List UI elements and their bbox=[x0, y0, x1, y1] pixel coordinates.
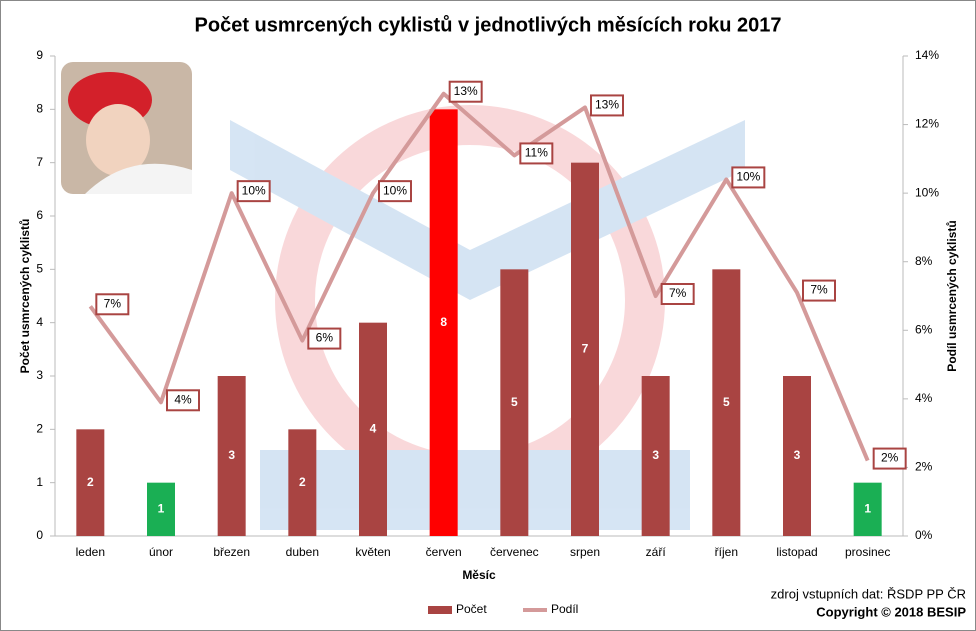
bar-value-label: 3 bbox=[794, 448, 801, 462]
x-tick-label: leden bbox=[76, 545, 105, 559]
line-value-label: 10% bbox=[242, 183, 266, 197]
data-label-box bbox=[660, 283, 695, 305]
line-value-label: 13% bbox=[454, 84, 478, 98]
legend-label: Počet bbox=[456, 602, 487, 616]
y-tick-label: 3 bbox=[36, 368, 43, 382]
y-tick-label: 7 bbox=[36, 155, 43, 169]
y-tick-label: 4 bbox=[36, 315, 43, 329]
y-tick-label: 1 bbox=[36, 475, 43, 489]
line-value-label: 10% bbox=[736, 170, 760, 184]
x-tick-label: srpen bbox=[570, 545, 600, 559]
bar-value-label: 7 bbox=[582, 342, 589, 356]
bar bbox=[147, 482, 175, 536]
x-tick-label: červenec bbox=[490, 545, 539, 559]
bar-value-label: 2 bbox=[87, 475, 94, 489]
x-tick-label: prosinec bbox=[845, 545, 890, 559]
data-label-box bbox=[166, 389, 200, 412]
line-value-label: 10% bbox=[383, 183, 407, 197]
data-label-box bbox=[872, 447, 907, 470]
y-tick-label: 8 bbox=[36, 102, 43, 116]
line-value-label: 7% bbox=[104, 296, 122, 310]
bar-value-label: 5 bbox=[511, 395, 518, 409]
y2-axis-title: Podíl usmrcených cyklistů bbox=[945, 220, 959, 371]
y-tick-label: 5 bbox=[36, 262, 43, 276]
x-tick-label: červen bbox=[426, 545, 462, 559]
line-value-label: 4% bbox=[174, 392, 192, 406]
bar bbox=[76, 429, 105, 536]
line-value-label: 7% bbox=[810, 283, 828, 297]
data-label-box bbox=[590, 94, 624, 117]
y-tick-label: 9 bbox=[36, 48, 43, 62]
legend-swatch bbox=[428, 606, 452, 614]
data-label-box bbox=[236, 180, 271, 203]
y2-tick-label: 6% bbox=[915, 322, 933, 336]
y2-tick-label: 10% bbox=[915, 185, 939, 199]
bar bbox=[217, 376, 246, 536]
x-axis-title: Měsíc bbox=[462, 568, 496, 582]
y-tick-label: 6 bbox=[36, 208, 43, 222]
bar bbox=[641, 376, 670, 536]
data-label-box bbox=[731, 166, 766, 189]
bar bbox=[783, 376, 811, 536]
data-label-box bbox=[802, 279, 836, 302]
bar-value-label: 8 bbox=[440, 315, 447, 329]
data-label-box bbox=[95, 293, 130, 316]
bar bbox=[853, 482, 882, 536]
y-tick-label: 0 bbox=[36, 528, 43, 542]
y2-tick-label: 14% bbox=[915, 48, 939, 62]
legend-label: Podíl bbox=[551, 602, 578, 616]
x-tick-label: září bbox=[646, 545, 667, 559]
x-tick-label: březen bbox=[213, 545, 250, 559]
x-tick-label: říjen bbox=[715, 545, 738, 559]
data-label-box bbox=[378, 180, 412, 203]
source-note: zdroj vstupních dat: ŘSDP PP ČR bbox=[771, 586, 966, 601]
line-value-label: 2% bbox=[881, 451, 899, 465]
bar-value-label: 3 bbox=[228, 448, 235, 462]
data-label-box bbox=[448, 80, 483, 103]
y2-tick-label: 0% bbox=[915, 528, 933, 542]
y2-tick-label: 12% bbox=[915, 117, 939, 131]
copyright: Copyright © 2018 BESIP bbox=[816, 604, 966, 619]
x-tick-label: únor bbox=[149, 545, 173, 559]
line-value-label: 13% bbox=[595, 98, 619, 112]
x-tick-label: květen bbox=[355, 545, 390, 559]
bar-value-label: 4 bbox=[370, 422, 377, 436]
line-series bbox=[88, 91, 870, 462]
data-label-box bbox=[307, 327, 342, 350]
line-value-label: 7% bbox=[669, 286, 687, 300]
bar-value-label: 1 bbox=[158, 502, 165, 516]
bar-value-label: 5 bbox=[723, 395, 730, 409]
x-tick-label: listopad bbox=[776, 545, 817, 559]
bar bbox=[288, 429, 317, 536]
y2-tick-label: 4% bbox=[915, 391, 933, 405]
watermark bbox=[230, 105, 745, 530]
y2-tick-label: 2% bbox=[915, 460, 933, 474]
bar bbox=[500, 269, 529, 536]
y-tick-label: 2 bbox=[36, 422, 43, 436]
bar-value-label: 3 bbox=[652, 448, 659, 462]
line-value-label: 11% bbox=[525, 146, 548, 160]
x-tick-label: duben bbox=[286, 545, 319, 559]
bar-value-label: 1 bbox=[864, 502, 871, 516]
bar bbox=[429, 109, 458, 536]
chart-title: Počet usmrcených cyklistů v jednotlivých… bbox=[195, 14, 782, 36]
y-axis-title: Počet usmrcených cyklistů bbox=[18, 219, 32, 374]
photo bbox=[61, 62, 192, 194]
bar bbox=[571, 162, 599, 536]
bar bbox=[359, 322, 387, 536]
y2-tick-label: 8% bbox=[915, 254, 933, 268]
data-label-box bbox=[519, 142, 554, 165]
line-value-label: 6% bbox=[316, 331, 334, 345]
bar bbox=[712, 269, 741, 536]
bar-value-label: 2 bbox=[299, 475, 306, 489]
